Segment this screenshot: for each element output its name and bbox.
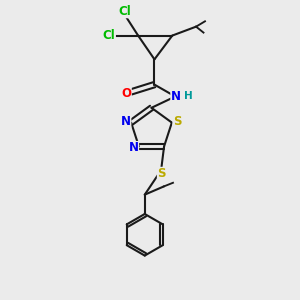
- Text: Cl: Cl: [118, 5, 131, 18]
- Text: N: N: [171, 90, 181, 103]
- Text: N: N: [121, 115, 131, 128]
- Text: Cl: Cl: [103, 29, 116, 42]
- Text: S: S: [173, 116, 182, 128]
- Text: H: H: [184, 91, 193, 101]
- Text: O: O: [121, 87, 131, 100]
- Text: S: S: [158, 167, 166, 180]
- Text: N: N: [129, 142, 139, 154]
